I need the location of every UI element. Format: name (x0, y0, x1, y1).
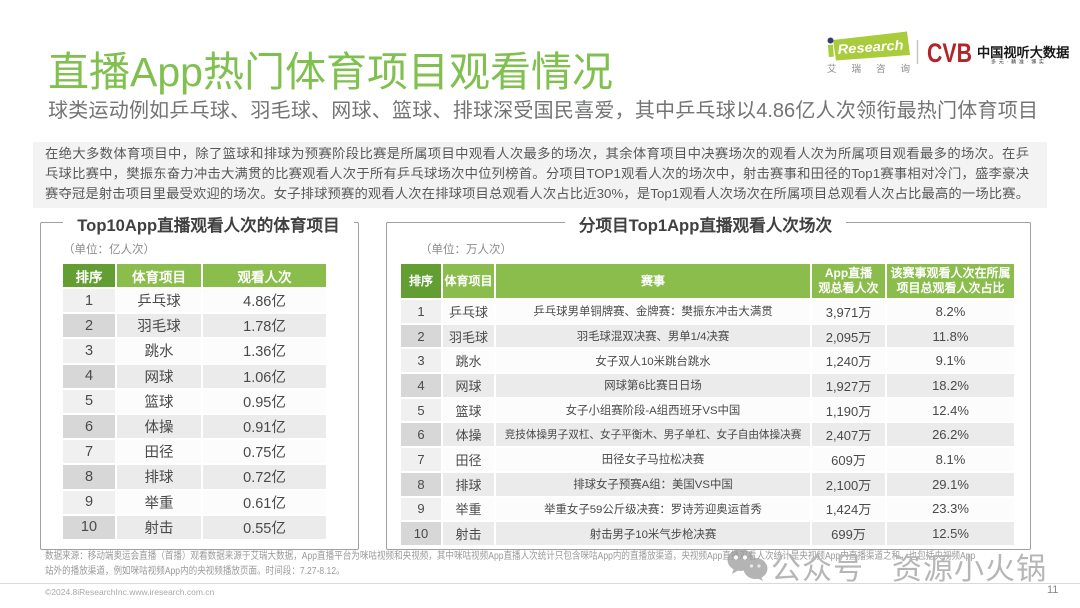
svg-text:Research: Research (837, 37, 904, 57)
svg-text:中国视听大数据: 中国视听大数据 (977, 44, 1069, 60)
svg-text:CVB: CVB (927, 38, 972, 68)
svg-text:多元·精准·博实: 多元·精准·博实 (991, 59, 1047, 66)
svg-text:艾瑞咨询: 艾瑞咨询 (827, 63, 925, 75)
